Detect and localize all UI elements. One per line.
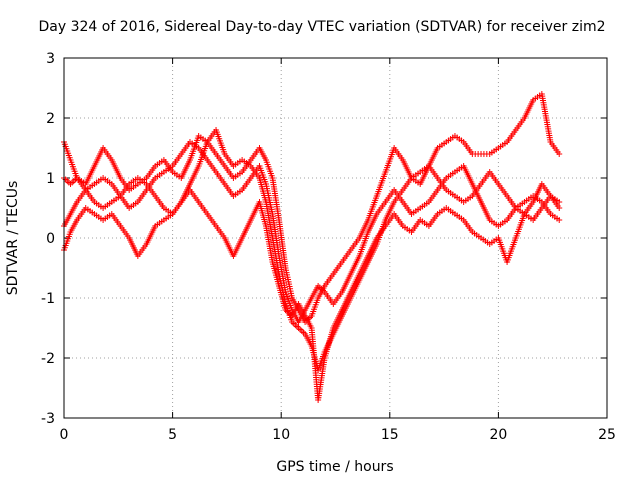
y-axis-label: SDTVAR / TECUs bbox=[5, 181, 21, 296]
data-points bbox=[61, 91, 563, 403]
data-point bbox=[556, 217, 563, 223]
chart-title: Day 324 of 2016, Sidereal Day-to-day VTE… bbox=[39, 19, 606, 35]
y-tick-label: 0 bbox=[46, 231, 55, 247]
x-tick-label: 25 bbox=[598, 427, 616, 443]
x-tick-label: 0 bbox=[60, 427, 69, 443]
plot-frame bbox=[63, 57, 608, 419]
x-axis-label: GPS time / hours bbox=[276, 459, 393, 475]
data-point bbox=[556, 205, 563, 211]
x-tick-label: 5 bbox=[168, 427, 177, 443]
y-tick-label: -1 bbox=[41, 291, 55, 307]
y-tick-label: 1 bbox=[46, 171, 55, 187]
y-tick-label: -2 bbox=[41, 351, 55, 367]
x-tick-label: 20 bbox=[489, 427, 507, 443]
y-tick-label: -3 bbox=[41, 411, 55, 427]
x-tick-label: 15 bbox=[381, 427, 399, 443]
x-tick-label: 10 bbox=[272, 427, 290, 443]
data-point bbox=[556, 151, 563, 157]
y-tick-label: 3 bbox=[46, 51, 55, 67]
y-tick-label: 2 bbox=[46, 111, 55, 127]
